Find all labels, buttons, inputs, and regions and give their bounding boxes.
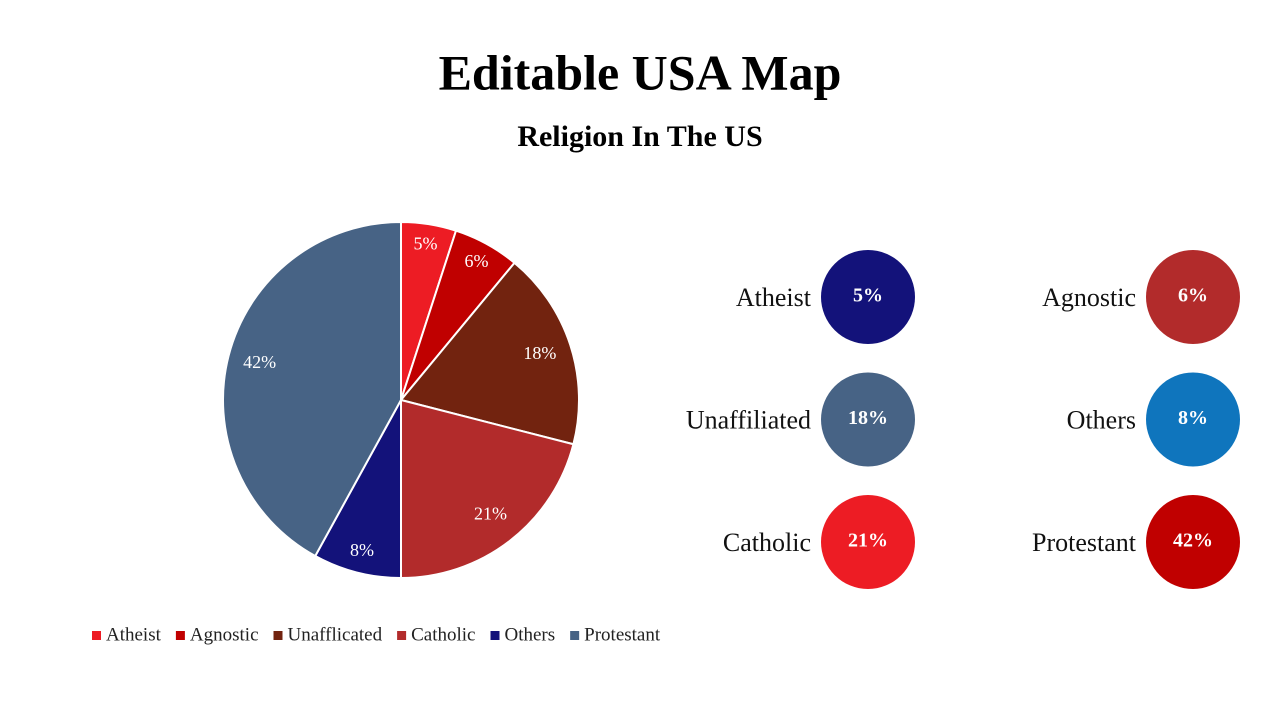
data-label: 21% [474,503,507,523]
pie-slice [222,220,402,558]
data-label: 42% [243,352,276,372]
legend-label: Others [505,624,556,645]
legend-label: Atheist [106,624,162,645]
badge-label: Catholic [723,528,811,557]
pie-slice [400,398,575,580]
data-label: 8% [350,540,374,560]
legend-label: Protestant [584,624,661,645]
badge-circle [821,372,915,467]
legend-swatch [397,631,407,640]
badge-label: Agnostic [1042,283,1136,312]
badge-value: 42% [1173,530,1213,552]
badge-circle [1146,372,1240,467]
badge-circle [1146,495,1240,589]
badge-value: 6% [1178,285,1208,307]
badge-label: Atheist [736,283,812,312]
data-label: 6% [464,251,488,271]
data-label: 5% [414,233,438,253]
legend-swatch [490,631,500,640]
legend-swatch [570,631,580,640]
pie-slice [313,399,402,580]
badge-value: 8% [1178,407,1208,429]
title: Editable USA Map [439,44,842,100]
badge-value: 18% [848,407,888,429]
badge-label: Protestant [1032,528,1137,557]
legend-label: Unafflicated [288,624,383,645]
legend-label: Catholic [411,624,475,645]
legend-label: Agnostic [190,624,259,645]
legend-swatch [175,631,185,640]
data-label: 18% [523,343,556,363]
badge-label: Unaffiliated [686,405,811,434]
badge-label: Others [1067,405,1136,434]
subtitle: Religion In The US [517,120,762,153]
legend-swatch [92,631,101,640]
pie-slice [399,261,580,446]
badge-circle [821,495,915,589]
legend-swatch [273,631,283,640]
badge-value: 21% [848,530,888,552]
badge-circle [821,250,915,344]
badge-value: 5% [853,285,883,307]
badge-circle [1146,250,1240,344]
